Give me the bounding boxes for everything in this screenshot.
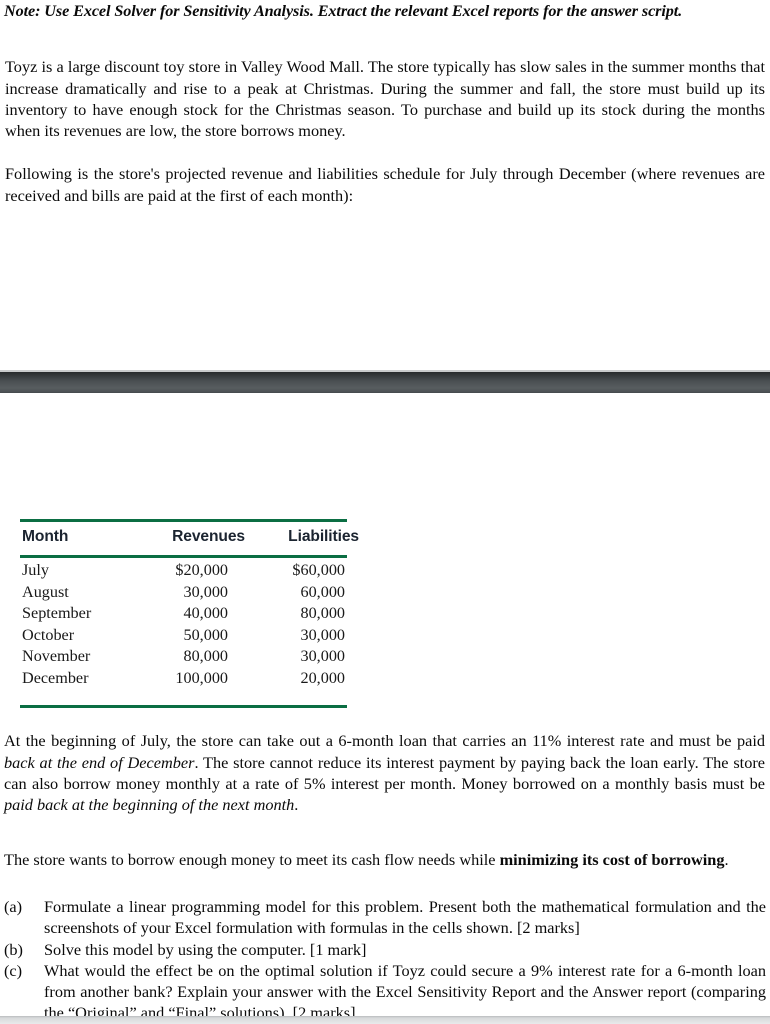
column-header-month: Month	[22, 528, 69, 545]
table-row: July $20,000 $60,000	[20, 558, 347, 582]
cell-revenues: 100,000	[175, 668, 228, 687]
table-header-row: Month Revenues Liabilities	[20, 522, 361, 553]
question-marker-c: (c)	[4, 960, 23, 980]
objective-text-part2: .	[724, 850, 729, 870]
loan-terms-paragraph: At the beginning of July, the store can …	[4, 730, 765, 815]
column-header-liabilities: Liabilities	[288, 528, 359, 545]
cell-liabilities: $60,000	[292, 561, 345, 579]
cell-month: July	[22, 561, 49, 579]
cell-revenues: 40,000	[183, 604, 228, 622]
table-header-rule	[20, 555, 347, 558]
cell-month: September	[22, 604, 92, 622]
table-row: December 100,000 20,000	[20, 668, 347, 690]
question-text-b: Solve this model by using the computer. …	[44, 939, 367, 959]
question-item-b: (b) Solve this model by using the comput…	[4, 939, 766, 960]
cell-month: August	[22, 582, 69, 601]
cell-month: October	[22, 625, 75, 644]
loan-text-part2: . The store cannot reduce its interest p…	[4, 752, 765, 793]
column-header-revenues: Revenues	[172, 528, 245, 545]
cell-liabilities: 30,000	[300, 647, 345, 665]
objective-paragraph: The store wants to borrow enough money t…	[4, 849, 764, 870]
question-marker-b: (b)	[4, 939, 23, 959]
cell-revenues: 30,000	[183, 582, 228, 601]
objective-text-part1: The store wants to borrow enough money t…	[4, 850, 500, 870]
table-top-rule	[20, 519, 347, 522]
instructor-note: Note: Use Excel Solver for Sensitivity A…	[4, 2, 683, 20]
cell-revenues: $20,000	[175, 561, 228, 579]
cell-revenues: 80,000	[183, 647, 228, 665]
table-row: October 50,000 30,000	[20, 625, 347, 647]
loan-emphasis-1: back at the end of December	[4, 752, 195, 772]
objective-bold-phrase: minimizing its cost of borrowing	[499, 850, 725, 870]
schedule-intro-paragraph: Following is the store's projected reven…	[5, 164, 765, 205]
bottom-edge-strip	[0, 1016, 770, 1024]
cell-month: December	[22, 668, 89, 687]
cell-month: November	[22, 647, 91, 665]
question-item-c: (c) What would the effect be on the opti…	[4, 960, 766, 1024]
table-row: August 30,000 60,000	[20, 582, 347, 604]
question-list: (a) Formulate a linear programming model…	[4, 896, 766, 1024]
cell-liabilities: 30,000	[300, 625, 345, 644]
intro-paragraph: Toyz is a large discount toy store in Va…	[5, 57, 765, 140]
cell-liabilities: 20,000	[300, 668, 345, 687]
cell-liabilities: 80,000	[300, 604, 345, 622]
cell-liabilities: 60,000	[300, 582, 345, 601]
loan-text-part1: At the beginning of July, the store can …	[4, 731, 765, 751]
cell-revenues: 50,000	[183, 625, 228, 644]
table-row: November 80,000 30,000	[20, 646, 347, 668]
loan-text-part3: .	[294, 794, 299, 814]
question-text-c: What would the effect be on the optimal …	[44, 960, 766, 1023]
screenshot-seam-band	[0, 372, 770, 393]
loan-emphasis-2: paid back at the beginning of the next m…	[4, 794, 295, 814]
table-row: September 40,000 80,000	[20, 603, 347, 625]
question-text-a: Formulate a linear programming model for…	[44, 897, 766, 938]
revenue-liabilities-table: Month Revenues Liabilities July $20,000 …	[20, 519, 359, 690]
screenshot-seam-hairline	[0, 370, 770, 372]
table-bottom-rule	[20, 705, 347, 708]
question-marker-a: (a)	[4, 897, 23, 916]
question-item-a: (a) Formulate a linear programming model…	[4, 896, 766, 939]
